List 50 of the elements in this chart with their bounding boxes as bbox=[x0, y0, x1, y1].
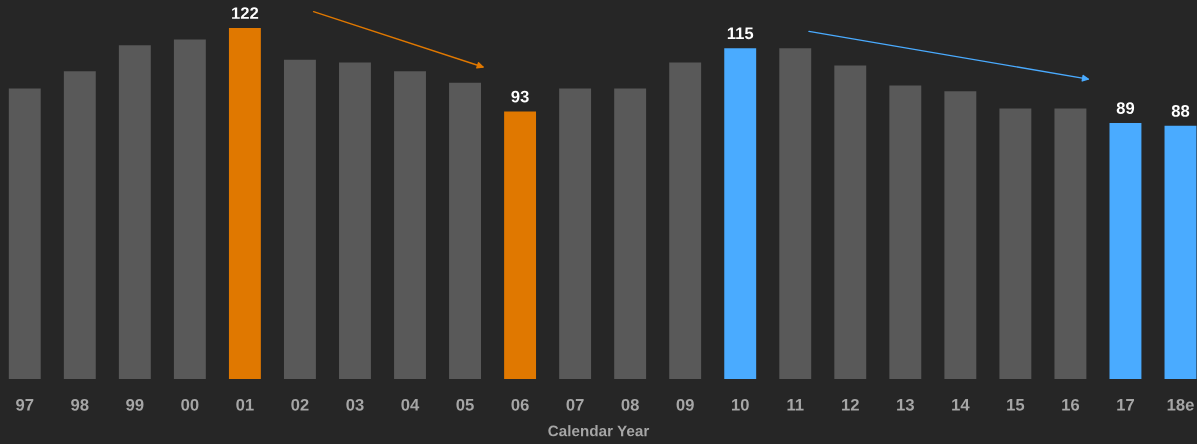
bar bbox=[449, 82, 481, 379]
x-tick-label: 09 bbox=[676, 398, 694, 411]
bar bbox=[669, 62, 702, 379]
bar bbox=[834, 65, 867, 379]
x-tick-label: 02 bbox=[291, 398, 309, 411]
bar bbox=[118, 45, 151, 379]
bar bbox=[394, 71, 426, 379]
x-tick-label: 13 bbox=[897, 398, 914, 411]
x-tick-label: 17 bbox=[1117, 399, 1134, 411]
bar bbox=[173, 39, 206, 379]
data-label: 89 bbox=[1116, 102, 1135, 114]
bar bbox=[1164, 125, 1197, 379]
bar bbox=[228, 28, 261, 379]
x-tick-label: 05 bbox=[456, 398, 474, 411]
x-tick-label: 03 bbox=[346, 398, 364, 411]
x-tick-label: 15 bbox=[1007, 399, 1025, 411]
x-tick-label: 16 bbox=[1062, 398, 1080, 411]
bar bbox=[504, 111, 537, 379]
bar bbox=[614, 88, 647, 379]
data-label: 115 bbox=[727, 27, 754, 40]
x-tick-label: 98 bbox=[71, 398, 89, 411]
x-axis-title: Calendar Year bbox=[548, 425, 650, 437]
data-label: 88 bbox=[1171, 105, 1190, 117]
data-label: 122 bbox=[232, 7, 259, 19]
bar bbox=[999, 108, 1032, 379]
bar bbox=[63, 71, 96, 379]
x-tick-label: 97 bbox=[16, 398, 34, 411]
x-tick-label: 18e bbox=[1167, 398, 1194, 411]
data-label: 93 bbox=[511, 90, 529, 103]
bar bbox=[8, 88, 41, 379]
bar bbox=[1109, 123, 1142, 379]
x-tick-label: 01 bbox=[236, 398, 254, 411]
bar bbox=[944, 91, 977, 379]
bar bbox=[339, 62, 371, 379]
x-tick-label: 08 bbox=[621, 398, 639, 411]
bar bbox=[779, 48, 812, 379]
bar bbox=[889, 85, 922, 379]
bar bbox=[283, 59, 316, 379]
bar bbox=[724, 48, 757, 379]
x-tick-label: 12 bbox=[842, 398, 859, 411]
x-tick-label: 00 bbox=[181, 398, 199, 411]
bar bbox=[559, 88, 592, 379]
x-tick-label: 10 bbox=[732, 398, 749, 411]
x-tick-label: 14 bbox=[952, 399, 970, 411]
x-tick-label: 99 bbox=[126, 398, 144, 411]
x-tick-label: 06 bbox=[511, 398, 529, 411]
x-tick-label: 04 bbox=[401, 398, 420, 411]
bar bbox=[1054, 108, 1087, 379]
x-tick-label: 11 bbox=[787, 399, 804, 411]
x-tick-label: 07 bbox=[566, 398, 584, 411]
